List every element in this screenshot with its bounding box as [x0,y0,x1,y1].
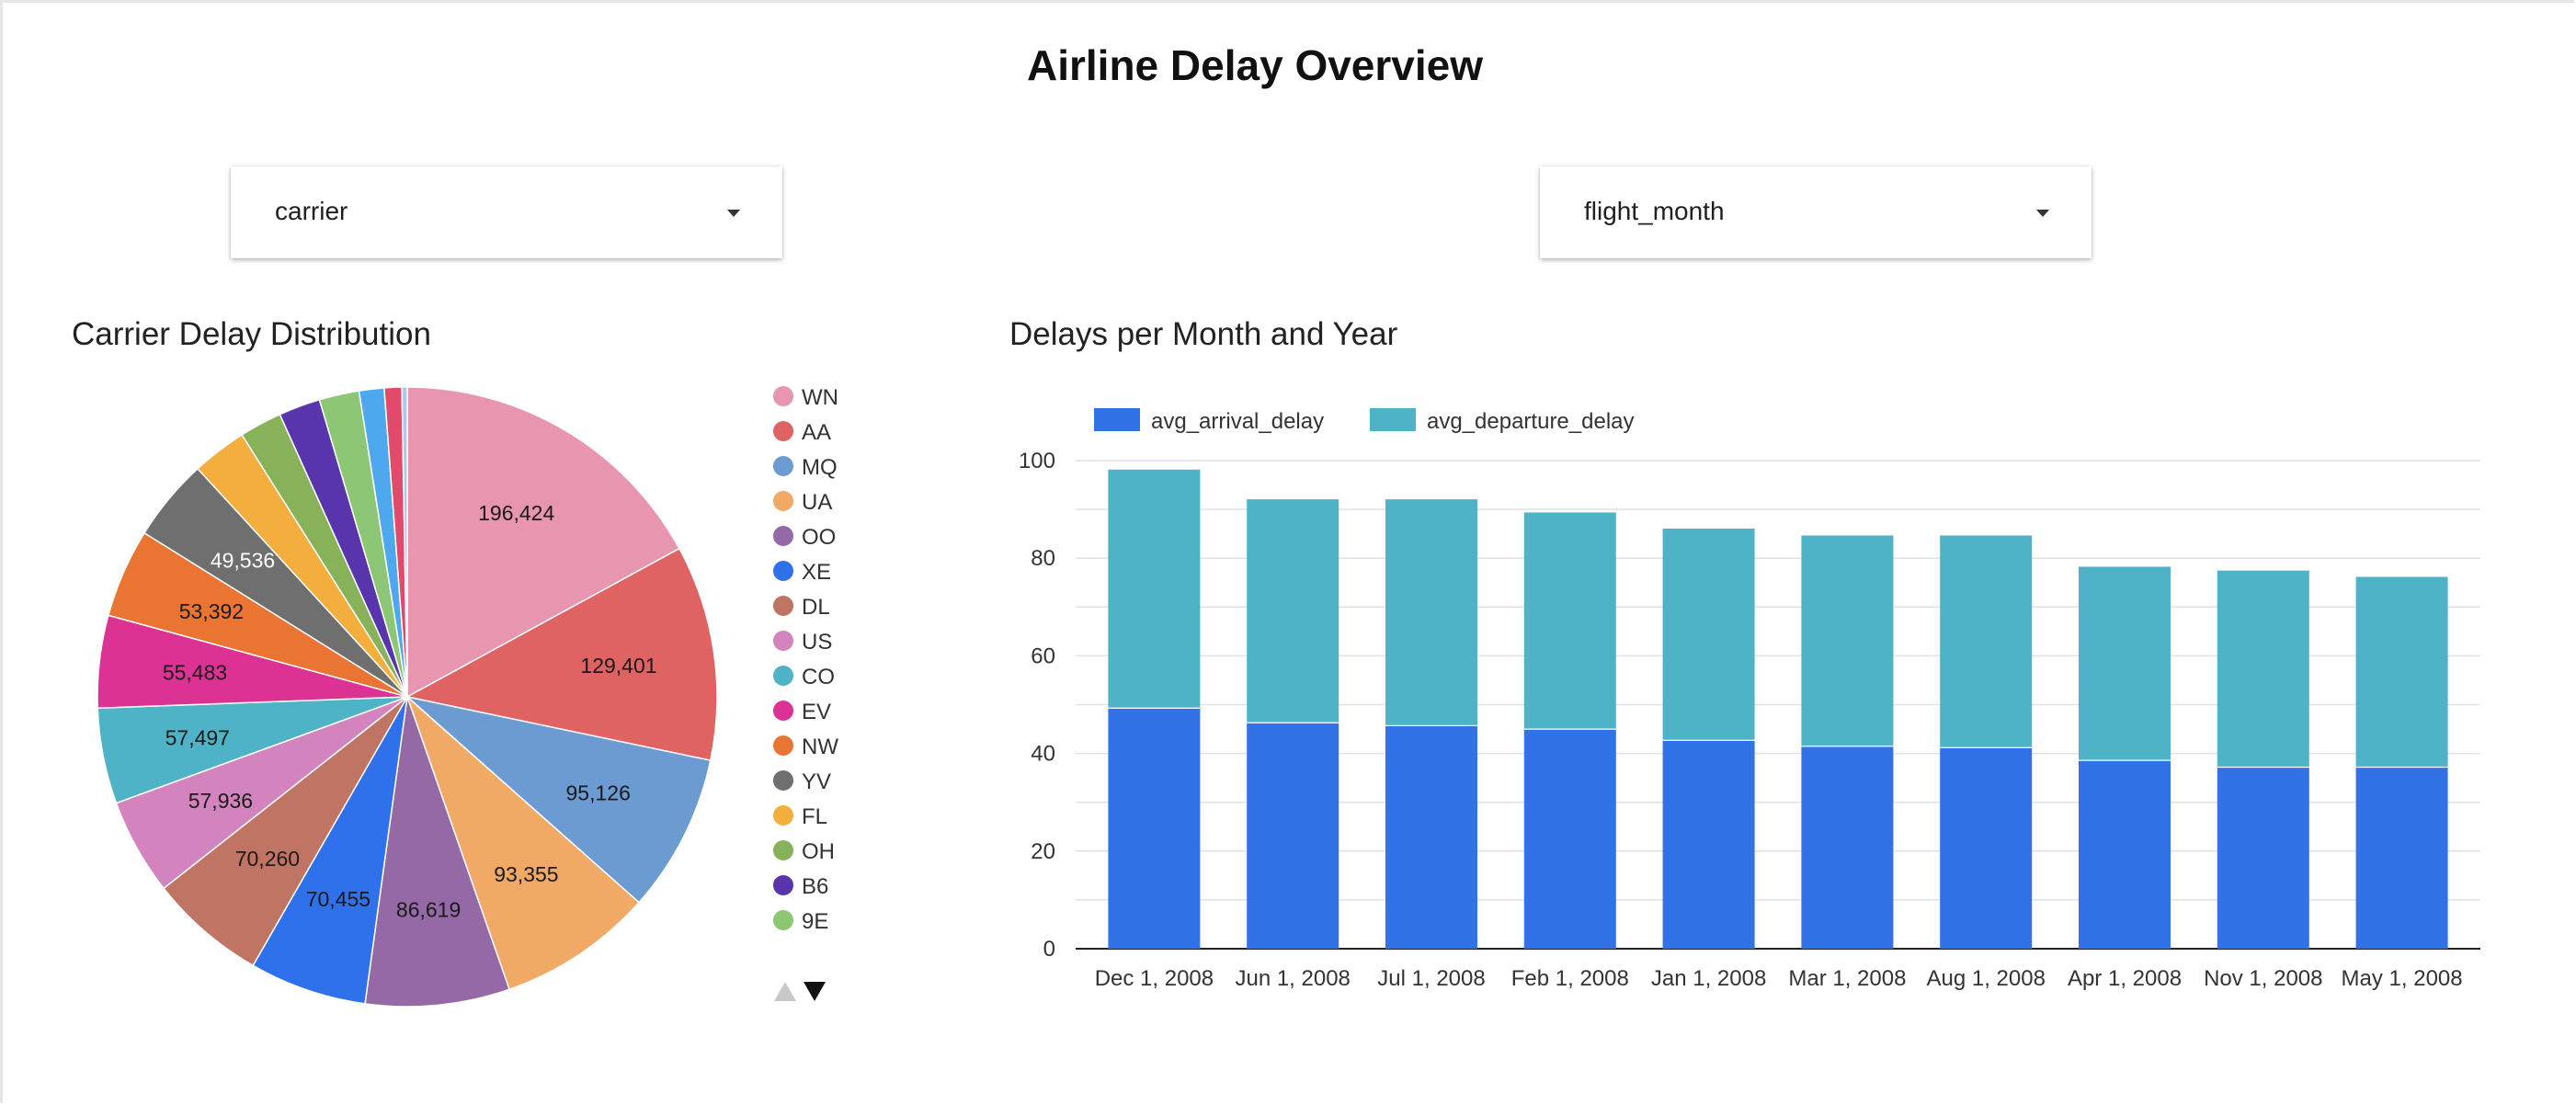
legend-swatch-dl [773,596,793,616]
caret-down-icon[interactable] [2036,210,2049,217]
legend-label-co: CO [802,665,835,689]
legend-swatch-wn [773,386,793,406]
carrier-filter-label: carrier [275,197,348,226]
legend-label-aa: AA [802,420,831,445]
bar-avg-arrival-delay [2079,760,2171,950]
bar-avg-departure-delay [1940,534,2032,747]
pie-slice-label: 86,619 [396,897,461,921]
carrier-filter-dropdown[interactable]: carrier [231,166,782,258]
legend-label-b6: B6 [802,874,828,899]
legend-swatch-9e [773,910,793,930]
legend-label-9e: 9E [802,909,828,934]
bar-avg-departure-delay [2079,565,2171,759]
monthly-delay-bar-chart: avg_arrival_delay avg_departure_delay 0 20 4… [1002,386,2510,1011]
x-tick-label: Jan 1, 2008 [1651,966,1766,991]
bar-avg-arrival-delay [2356,767,2448,949]
bar-avg-arrival-delay [2217,767,2309,949]
x-tick-label: Jul 1, 2008 [1377,966,1485,991]
y-tick-label: 40 [1031,742,1055,767]
bar-avg-departure-delay [2356,575,2448,767]
bar-chart-title: Delays per Month and Year [1009,316,1397,353]
pie-slice-label: 70,455 [306,887,370,911]
x-tick-label: Jun 1, 2008 [1235,966,1350,991]
page-title: Airline Delay Overview [0,40,2510,90]
bar-avg-departure-delay [2217,569,2309,767]
legend-label-nw: NW [802,735,838,759]
legend-page-down-icon[interactable] [804,982,826,1001]
pie-slice-label: 129,401 [580,654,656,678]
bar-avg-departure-delay [1524,511,1616,728]
pie-slice-label: 57,936 [188,789,253,813]
legend-swatch-ua [773,491,793,511]
y-tick-label: 20 [1031,839,1055,864]
x-tick-label: Nov 1, 2008 [2204,966,2322,991]
pie-chart-title: Carrier Delay Distribution [72,316,431,353]
bar-avg-arrival-delay [1663,740,1755,949]
x-tick-label: Mar 1, 2008 [1788,966,1906,991]
pie-slice-label: 53,392 [179,599,244,623]
bar-avg-departure-delay [1385,498,1477,725]
bar-avg-arrival-delay [1801,746,1893,949]
x-tick-label: Apr 1, 2008 [2068,966,2182,991]
bar-avg-arrival-delay [1108,708,1200,949]
x-tick-label: May 1, 2008 [2342,966,2463,991]
legend-swatch-b6 [773,875,793,895]
month-filter-dropdown[interactable]: flight_month [1540,166,2092,258]
bar-avg-departure-delay [1108,469,1200,708]
legend-label-avg-arrival-delay: avg_arrival_delay [1151,409,1324,434]
y-tick-label: 80 [1031,546,1055,571]
legend-label-yv: YV [802,769,831,794]
legend-label-ev: EV [802,700,831,724]
pie-slice-label: 196,424 [478,501,554,525]
legend-page-up-icon[interactable] [774,982,796,1001]
legend-label-dl: DL [802,595,830,620]
legend-swatch-co [773,666,793,686]
carrier-pie-chart: 196,424 129,401 95,126 93,355 86,619 70,45570… [0,368,929,1030]
bar-avg-arrival-delay [1940,747,2032,949]
legend-swatch-fl [773,805,793,826]
legend-swatch-avg-departure-delay [1370,408,1416,431]
bar-avg-departure-delay [1663,528,1755,740]
legend-label-ua: UA [802,490,832,515]
bar-avg-arrival-delay [1385,725,1477,949]
legend-swatch-oo [773,526,793,546]
legend-swatch-us [773,631,793,651]
x-tick-label: Feb 1, 2008 [1511,966,1629,991]
legend-swatch-aa [773,421,793,441]
legend-label-mq: MQ [802,455,838,480]
legend-swatch-yv [773,770,793,791]
legend-swatch-nw [773,735,793,756]
pie-slice-label: 95,126 [566,781,631,805]
legend-swatch-avg-arrival-delay [1094,408,1140,431]
legend-swatch-ev [773,701,793,721]
legend-label-oh: OH [802,839,835,864]
pie-slice-label: 57,497 [165,726,230,750]
pie-slice-label: 70,260 [235,847,300,871]
legend-swatch-oh [773,840,793,860]
legend-label-us: US [802,630,832,655]
pie-slice-label: 55,483 [163,660,227,684]
legend-label-fl: FL [802,804,827,829]
legend-label-wn: WN [802,385,838,410]
legend-swatch-mq [773,456,793,476]
x-tick-label: Aug 1, 2008 [1926,966,2045,991]
y-tick-label: 60 [1031,644,1055,668]
legend-swatch-xe [773,561,793,581]
caret-down-icon[interactable] [727,210,740,217]
legend-label-avg-departure-delay: avg_departure_delay [1427,409,1635,434]
y-tick-label: 0 [1043,937,1055,962]
pie-slice-label: 49,536 [211,549,275,573]
x-tick-label: Dec 1, 2008 [1095,966,1214,991]
bar-avg-departure-delay [1247,498,1339,723]
month-filter-label: flight_month [1584,197,1725,226]
bar-avg-departure-delay [1801,534,1893,746]
bar-avg-arrival-delay [1247,723,1339,949]
y-tick-label: 100 [1019,449,1055,473]
legend-label-xe: XE [802,560,831,585]
bar-avg-arrival-delay [1524,729,1616,950]
legend-label-oo: OO [802,525,836,550]
pie-slice-label: 93,355 [494,862,558,886]
